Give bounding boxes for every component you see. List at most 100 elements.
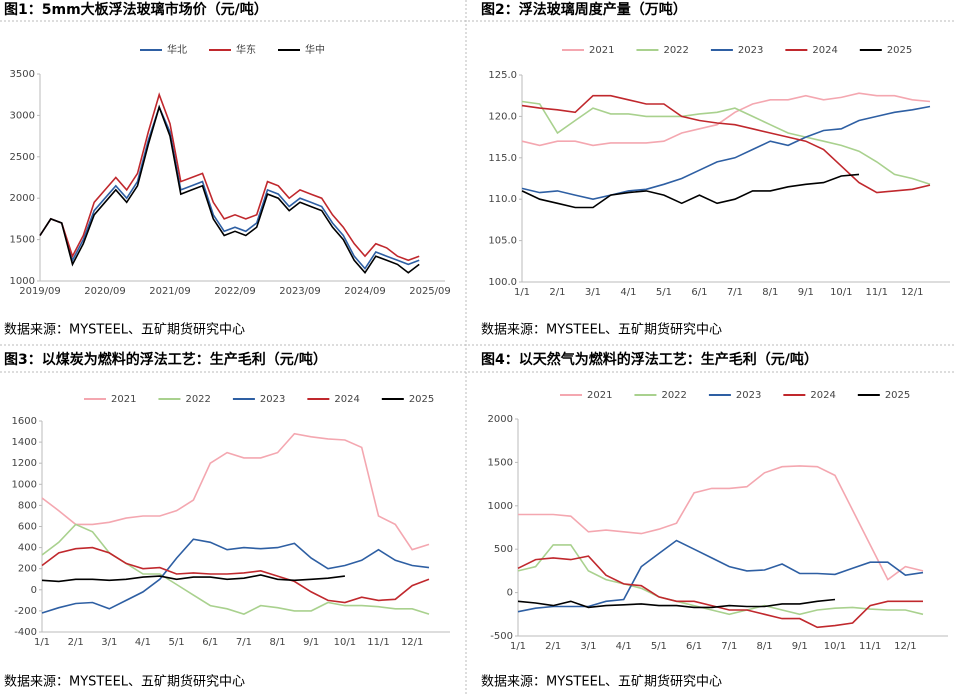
x-tick-label: 3/1 — [585, 287, 601, 298]
legend-label: 华东 — [236, 43, 256, 56]
y-tick-label: 105.0 — [488, 236, 517, 247]
x-tick-label: 8/1 — [270, 637, 286, 648]
x-tick-label: 10/1 — [830, 287, 852, 298]
source: 数据来源：MYSTEEL、五矿期货研究中心 — [4, 322, 245, 338]
series-line — [41, 538, 430, 614]
series-line — [518, 465, 924, 581]
legend-label: 2024 — [810, 390, 835, 401]
x-tick-label: 5/1 — [169, 637, 185, 648]
y-tick-label: 1000 — [12, 479, 37, 490]
series-line — [517, 598, 836, 609]
y-tick-label: 120.0 — [488, 111, 517, 122]
chart-title: 图1：5mm大板浮法玻璃市场价（元/吨） — [4, 1, 268, 18]
x-tick-label: 2022/09 — [214, 286, 256, 297]
x-tick-label: 7/1 — [236, 637, 252, 648]
x-tick-label: 2020/09 — [84, 286, 126, 297]
y-tick-label: 1500 — [10, 235, 35, 246]
source: 数据来源：MYSTEEL、五矿期货研究中心 — [481, 322, 722, 338]
y-tick-label: 1400 — [12, 437, 37, 448]
x-tick-label: 10/1 — [334, 637, 356, 648]
y-tick-label: 1600 — [12, 416, 37, 427]
x-tick-label: 2024/09 — [344, 286, 386, 297]
x-tick-label: 6/1 — [202, 637, 218, 648]
y-tick-label: 100.0 — [488, 277, 517, 288]
x-tick-label: 4/1 — [620, 287, 636, 298]
x-tick-label: 7/1 — [721, 641, 737, 652]
chart-title: 图4：以天然气为燃料的浮法工艺：生产毛利（元/吨） — [481, 351, 818, 368]
series-line — [41, 574, 345, 583]
legend-label: 2023 — [738, 45, 763, 56]
series-line — [521, 173, 860, 209]
y-tick-label: -200 — [14, 606, 37, 617]
legend-label: 2025 — [885, 390, 910, 401]
y-tick-label: 2500 — [10, 152, 35, 163]
y-tick-label: 200 — [18, 564, 37, 575]
x-tick-label: 2023/09 — [279, 286, 321, 297]
y-tick-label: 800 — [18, 500, 37, 511]
legend-label: 华中 — [305, 43, 325, 56]
y-tick-label: 1500 — [488, 457, 513, 468]
x-tick-label: 2021/09 — [149, 286, 191, 297]
y-tick-label: 3000 — [10, 110, 35, 121]
legend-label: 2021 — [111, 394, 136, 405]
legend-label: 2021 — [589, 45, 614, 56]
x-tick-label: 10/1 — [824, 641, 846, 652]
legend-label: 2022 — [185, 394, 210, 405]
x-tick-label: 2/1 — [545, 641, 561, 652]
x-tick-label: 6/1 — [686, 641, 702, 652]
y-tick-label: 600 — [18, 522, 37, 533]
y-tick-label: 0 — [31, 585, 37, 596]
legend-label: 2021 — [587, 390, 612, 401]
series-line — [41, 546, 430, 604]
x-tick-label: 3/1 — [101, 637, 117, 648]
x-tick-label: 8/1 — [756, 641, 772, 652]
source: 数据来源：MYSTEEL、五矿期货研究中心 — [481, 674, 722, 690]
legend-label: 2023 — [736, 390, 761, 401]
x-tick-label: 12/1 — [894, 641, 916, 652]
y-tick-label: 500 — [494, 544, 513, 555]
y-tick-label: 1000 — [488, 501, 513, 512]
chart-title: 图3：以煤炭为燃料的浮法工艺：生产毛利（元/吨） — [4, 351, 327, 368]
y-tick-label: 400 — [18, 543, 37, 554]
y-tick-label: 1200 — [12, 458, 37, 469]
legend-label: 2025 — [887, 45, 912, 56]
x-tick-label: 9/1 — [798, 287, 814, 298]
x-tick-label: 2/1 — [549, 287, 565, 298]
x-tick-label: 5/1 — [656, 287, 672, 298]
x-tick-label: 6/1 — [691, 287, 707, 298]
legend-label: 2022 — [661, 390, 686, 401]
series-line — [41, 432, 430, 551]
legend-label: 2025 — [409, 394, 434, 405]
series-line — [521, 92, 931, 147]
series-line — [521, 105, 931, 201]
x-tick-label: 11/1 — [367, 637, 389, 648]
series-line — [521, 100, 931, 186]
series-line — [521, 94, 931, 194]
x-tick-label: 9/1 — [303, 637, 319, 648]
source: 数据来源：MYSTEEL、五矿期货研究中心 — [4, 674, 245, 690]
y-tick-label: 2000 — [488, 414, 513, 425]
legend-label: 2023 — [260, 394, 285, 405]
legend-label: 2022 — [663, 45, 688, 56]
x-tick-label: 11/1 — [866, 287, 888, 298]
x-tick-label: 12/1 — [401, 637, 423, 648]
x-tick-label: 2/1 — [68, 637, 84, 648]
series-line — [517, 555, 923, 629]
x-tick-label: 3/1 — [580, 641, 596, 652]
y-tick-label: 115.0 — [488, 153, 517, 164]
series-line — [517, 544, 924, 616]
legend-label: 华北 — [167, 43, 187, 56]
x-tick-label: 8/1 — [762, 287, 778, 298]
series-line — [39, 92, 420, 262]
y-tick-label: 110.0 — [488, 194, 517, 205]
series-line — [39, 104, 420, 275]
x-tick-label: 9/1 — [792, 641, 808, 652]
y-tick-label: 0 — [507, 588, 513, 599]
x-tick-label: 1/1 — [34, 637, 50, 648]
y-tick-label: 2000 — [10, 193, 35, 204]
x-tick-label: 2019/09 — [19, 286, 61, 297]
y-tick-label: -500 — [490, 631, 513, 642]
x-tick-label: 12/1 — [901, 287, 923, 298]
legend-label: 2024 — [812, 45, 837, 56]
